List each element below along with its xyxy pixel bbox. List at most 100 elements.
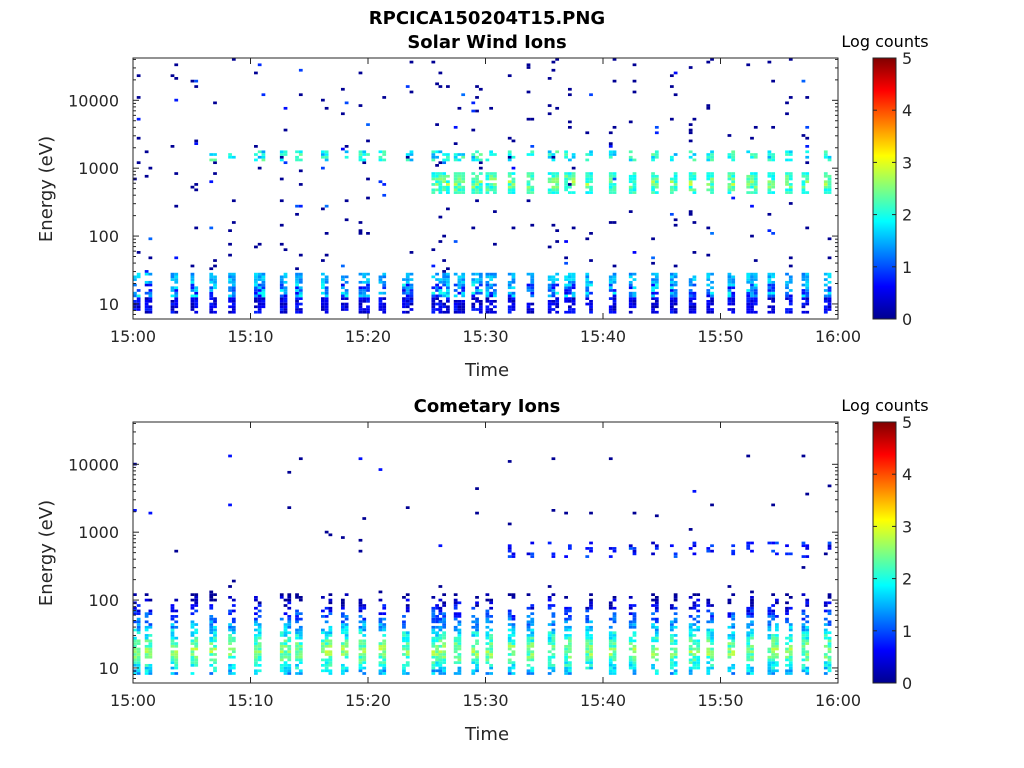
heatmap-cell: [136, 663, 141, 667]
heatmap-cell: [228, 305, 232, 309]
heatmap-cell: [405, 642, 410, 645]
heatmap-cell: [340, 291, 345, 295]
heatmap-cell: [767, 180, 772, 184]
heatmap-cell: [669, 278, 674, 281]
heatmap-cell: [651, 237, 655, 241]
heatmap-cell: [727, 188, 732, 192]
heatmap-cell: [283, 286, 288, 290]
heatmap-cell: [402, 305, 406, 309]
heatmap-cell: [727, 615, 732, 618]
heatmap-cell: [174, 609, 179, 613]
heatmap-cell: [753, 297, 758, 300]
heatmap-cell: [170, 653, 175, 656]
heatmap-cell: [706, 598, 711, 602]
heatmap-cell: [261, 283, 266, 287]
heatmap-cell: [628, 185, 633, 189]
heatmap-cell: [174, 642, 179, 645]
heatmap-cell: [257, 291, 262, 295]
heatmap-cell: [279, 286, 284, 290]
heatmap-cell: [478, 172, 483, 175]
heatmap-cell: [340, 601, 345, 605]
heatmap-cell: [324, 253, 329, 257]
heatmap-cell: [378, 158, 383, 162]
heatmap-cell: [231, 280, 236, 284]
heatmap-cell: [475, 653, 479, 656]
heatmap-cell: [632, 185, 637, 189]
heatmap-cell: [287, 655, 292, 659]
panel-cometary: Cometary Ions 15:00 15:10 15:20 15:30 15:40 1…: [36, 396, 929, 745]
heatmap-cell: [530, 223, 535, 227]
heatmap-cell: [731, 280, 736, 284]
heatmap-cell: [382, 617, 387, 621]
heatmap-cell: [485, 661, 490, 664]
heatmap-cell: [547, 308, 552, 311]
heatmap-cell: [608, 601, 613, 605]
heatmap-cell: [170, 604, 175, 607]
heatmap-cell: [673, 612, 678, 616]
heatmap-cell: [344, 289, 349, 292]
heatmap-cell: [654, 672, 659, 675]
heatmap-cell: [651, 593, 655, 596]
heatmap-cell: [133, 628, 137, 632]
heatmap-cell: [507, 191, 512, 194]
heatmap-cell: [174, 650, 179, 654]
heatmap-cell: [471, 620, 476, 624]
heatmap-cell: [144, 612, 149, 616]
heatmap-cell: [485, 617, 490, 621]
heatmap-cell: [493, 210, 497, 213]
heatmap-cell: [827, 663, 832, 667]
heatmap-cell: [358, 291, 363, 295]
heatmap-cell: [727, 177, 732, 181]
heatmap-cell: [283, 299, 288, 303]
heatmap-cell: [209, 593, 214, 596]
heatmap-cell: [669, 275, 674, 279]
heatmap-cell: [475, 650, 479, 654]
heatmap-cell: [507, 460, 512, 463]
heatmap-cell: [608, 185, 613, 189]
heatmap-cell: [475, 623, 479, 626]
heatmap-cell: [555, 183, 560, 186]
heatmap-cell: [805, 672, 810, 675]
heatmap-cell: [507, 280, 512, 284]
heatmap-cell: [673, 625, 678, 629]
heatmap-cell: [530, 666, 535, 670]
heatmap-cell: [438, 150, 443, 154]
heatmap-cell: [696, 644, 701, 648]
heatmap-cell: [431, 191, 436, 194]
heatmap-cell: [133, 278, 137, 281]
heatmap-cell: [446, 289, 450, 292]
heatmap-cell: [328, 601, 333, 605]
heatmap-cell: [402, 291, 406, 295]
heatmap-cell: [805, 191, 810, 194]
heatmap-cell: [585, 286, 590, 290]
heatmap-cell: [405, 647, 410, 651]
heatmap-cell: [209, 636, 214, 640]
heatmap-cell: [283, 644, 288, 648]
heatmap-cell: [669, 289, 674, 292]
heatmap-cell: [279, 669, 284, 673]
heatmap-cell: [632, 188, 637, 192]
heatmap-cell: [823, 283, 828, 287]
heatmap-cell: [321, 308, 325, 311]
heatmap-cell: [567, 286, 572, 290]
heatmap-cell: [340, 264, 345, 268]
panel-title: Cometary Ions: [414, 396, 561, 417]
heatmap-cell: [589, 650, 593, 654]
heatmap-cell: [174, 644, 179, 648]
heatmap-cell: [213, 653, 217, 656]
heatmap-cell: [382, 310, 387, 314]
heatmap-cell: [457, 286, 462, 290]
heatmap-cell: [231, 272, 236, 276]
heatmap-cell: [823, 188, 828, 192]
heatmap-cell: [801, 172, 806, 175]
heatmap-cell: [324, 291, 329, 295]
heatmap-cell: [453, 177, 458, 181]
heatmap-cell: [771, 663, 776, 667]
heatmap-cell: [788, 636, 793, 640]
heatmap-cell: [324, 297, 329, 300]
heatmap-cell: [771, 672, 776, 675]
heatmap-cell: [805, 294, 810, 298]
heatmap-cell: [801, 609, 806, 613]
heatmap-cell: [485, 299, 490, 303]
